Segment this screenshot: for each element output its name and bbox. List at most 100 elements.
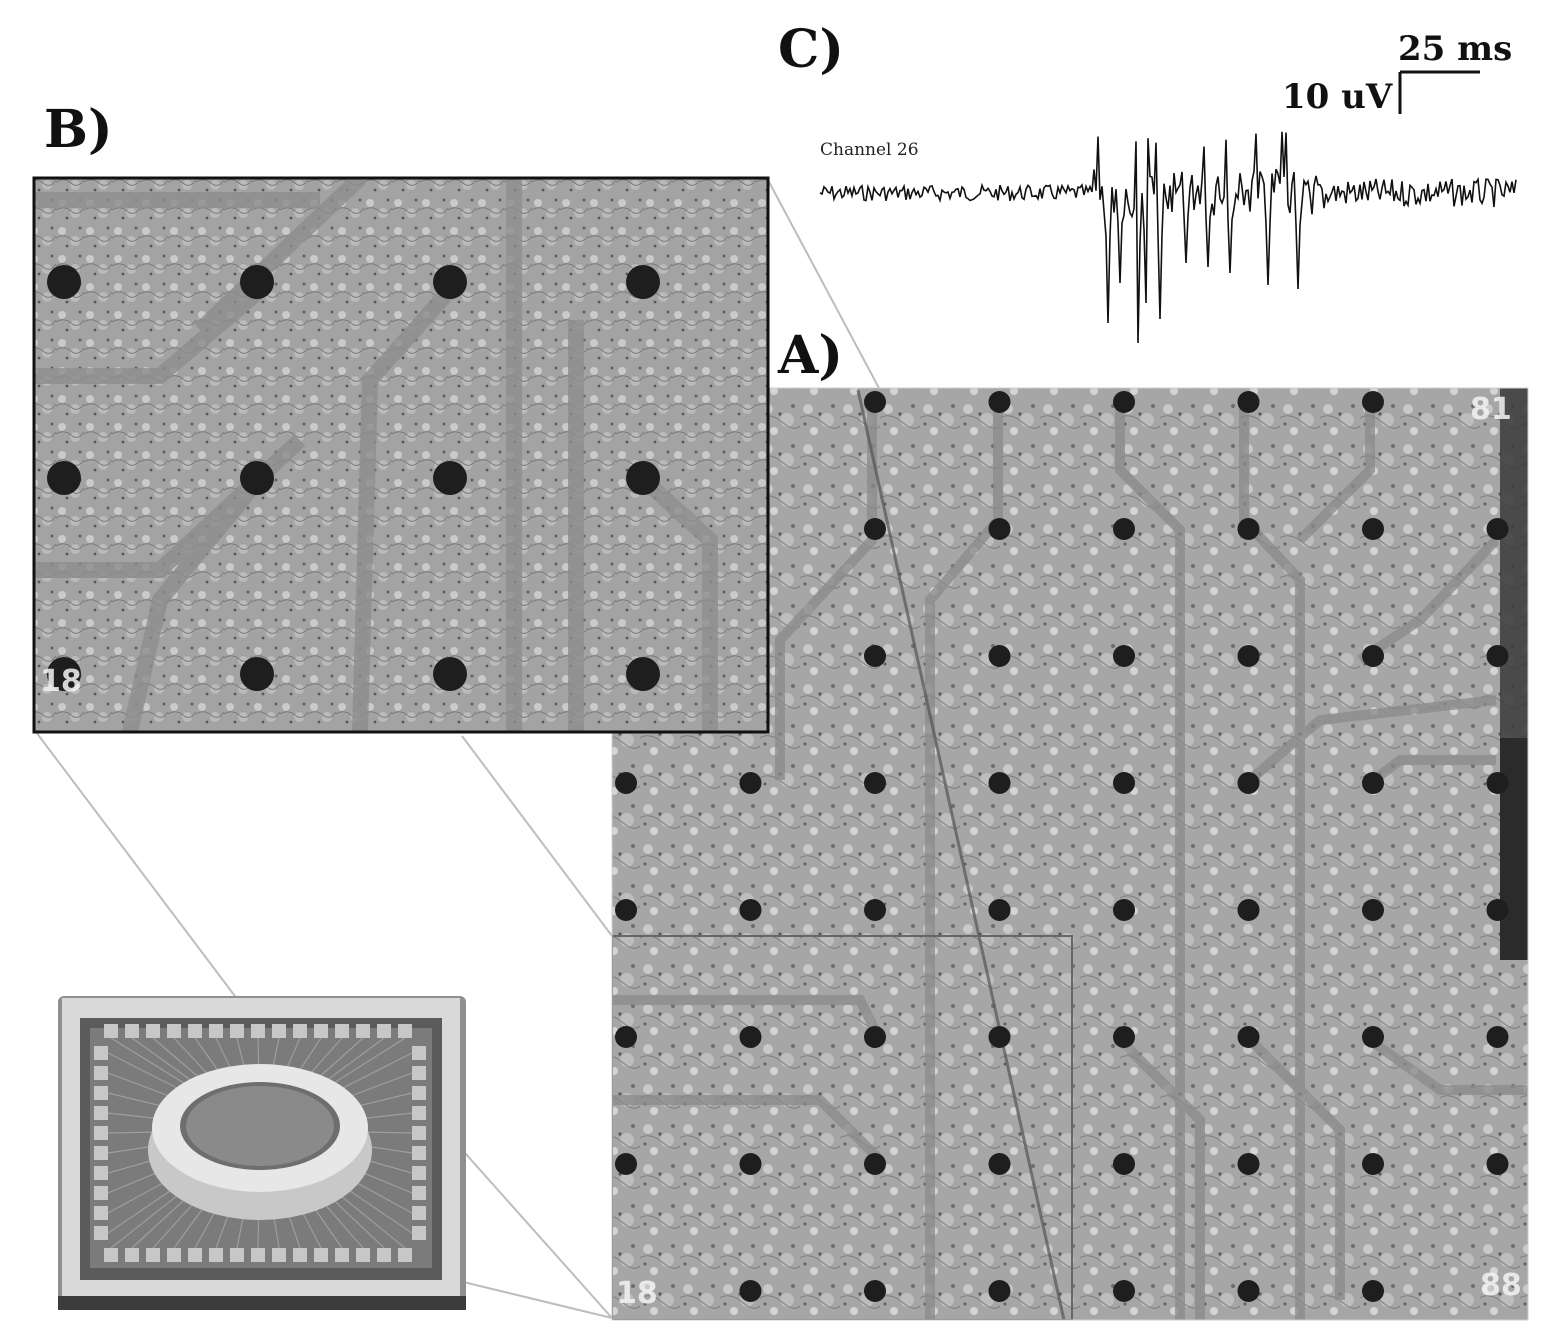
contact-pad (412, 1226, 426, 1240)
contact-pad (412, 1186, 426, 1200)
electrode-number-b-bottom-left: 18 (40, 664, 82, 699)
electrode (988, 391, 1011, 413)
scale-voltage-label: 10 uV (1282, 77, 1393, 117)
contact-pad (335, 1248, 349, 1262)
electrode (615, 1026, 637, 1048)
electrode (864, 899, 886, 921)
mea-chip-photo (58, 996, 466, 1310)
electrode-number-a-top-right: 81 (1470, 392, 1512, 427)
contact-pad (412, 1166, 426, 1180)
contact-pad (356, 1248, 370, 1262)
contact-pad (167, 1248, 181, 1262)
contact-pad (314, 1024, 328, 1038)
electrode (739, 899, 762, 921)
scale-time-label: 25 ms (1398, 29, 1513, 69)
channel-26-trace (819, 131, 1517, 344)
chip-contact-pads (94, 1024, 426, 1262)
electrode (988, 1153, 1011, 1175)
panel-c-label: C) (778, 19, 844, 80)
electrode (864, 391, 886, 413)
electrode (1362, 899, 1384, 921)
electrode (988, 518, 1011, 540)
electrode (1237, 518, 1260, 540)
electrode (47, 461, 81, 495)
electrode (626, 265, 660, 299)
scale-bar (1398, 70, 1480, 114)
electrode (240, 657, 274, 691)
electrode (1237, 1153, 1260, 1175)
contact-pad (146, 1024, 160, 1038)
electrode (1237, 1026, 1260, 1048)
contact-pad (377, 1024, 391, 1038)
electrode (240, 265, 274, 299)
contact-pad (94, 1186, 108, 1200)
contact-pad (412, 1146, 426, 1160)
panel-a-label: A) (778, 325, 843, 386)
electrode (1237, 899, 1260, 921)
electrode (615, 1153, 637, 1175)
electrode (1486, 645, 1509, 667)
contact-pad (94, 1126, 108, 1140)
contact-pad (398, 1024, 412, 1038)
electrode (433, 265, 467, 299)
contact-pad (104, 1248, 118, 1262)
contact-pad (94, 1206, 108, 1220)
electrode (1486, 899, 1509, 921)
electrode (1486, 518, 1509, 540)
contact-pad (412, 1046, 426, 1060)
electrode (739, 1153, 762, 1175)
electrode (1362, 1153, 1384, 1175)
electrode (626, 657, 660, 691)
contact-pad (125, 1248, 139, 1262)
contact-pad (104, 1024, 118, 1038)
electrode (240, 461, 274, 495)
electrode (988, 1026, 1011, 1048)
electrode (1362, 1026, 1384, 1048)
electrode (47, 265, 81, 299)
contact-pad (293, 1248, 307, 1262)
electrode (1113, 1153, 1135, 1175)
electrode (1113, 1026, 1135, 1048)
electrode (1237, 772, 1260, 794)
electrode (615, 899, 637, 921)
electrode (1362, 645, 1384, 667)
electrode (1113, 645, 1135, 667)
channel-label: Channel 26 (820, 140, 919, 160)
electrode (626, 461, 660, 495)
contact-pad (314, 1248, 328, 1262)
contact-pad (167, 1024, 181, 1038)
panel-b-label: B) (44, 99, 113, 160)
panel-b-electrode-grid (47, 265, 660, 691)
electrode (433, 461, 467, 495)
contact-pad (230, 1248, 244, 1262)
electrode (988, 772, 1011, 794)
electrode (988, 645, 1011, 667)
contact-pad (125, 1024, 139, 1038)
contact-pad (335, 1024, 349, 1038)
electrode (1113, 899, 1135, 921)
contact-pad (412, 1206, 426, 1220)
electrode (739, 772, 762, 794)
contact-pad (251, 1024, 265, 1038)
electrode (1237, 645, 1260, 667)
contact-pad (272, 1248, 286, 1262)
electrode (1486, 1153, 1509, 1175)
electrode (988, 899, 1011, 921)
electrode (864, 1280, 886, 1302)
electrode (1113, 1280, 1135, 1302)
contact-pad (94, 1046, 108, 1060)
contact-pad (94, 1086, 108, 1100)
electrode (864, 1153, 886, 1175)
contact-pad (94, 1166, 108, 1180)
contact-pad (146, 1248, 160, 1262)
contact-pad (293, 1024, 307, 1038)
electrode (739, 1280, 762, 1302)
electrode (1362, 1280, 1384, 1302)
electrode (1486, 772, 1509, 794)
electrode (1362, 772, 1384, 794)
electrode (864, 1026, 886, 1048)
electrode (864, 772, 886, 794)
contact-pad (94, 1106, 108, 1120)
electrode (1237, 391, 1260, 413)
